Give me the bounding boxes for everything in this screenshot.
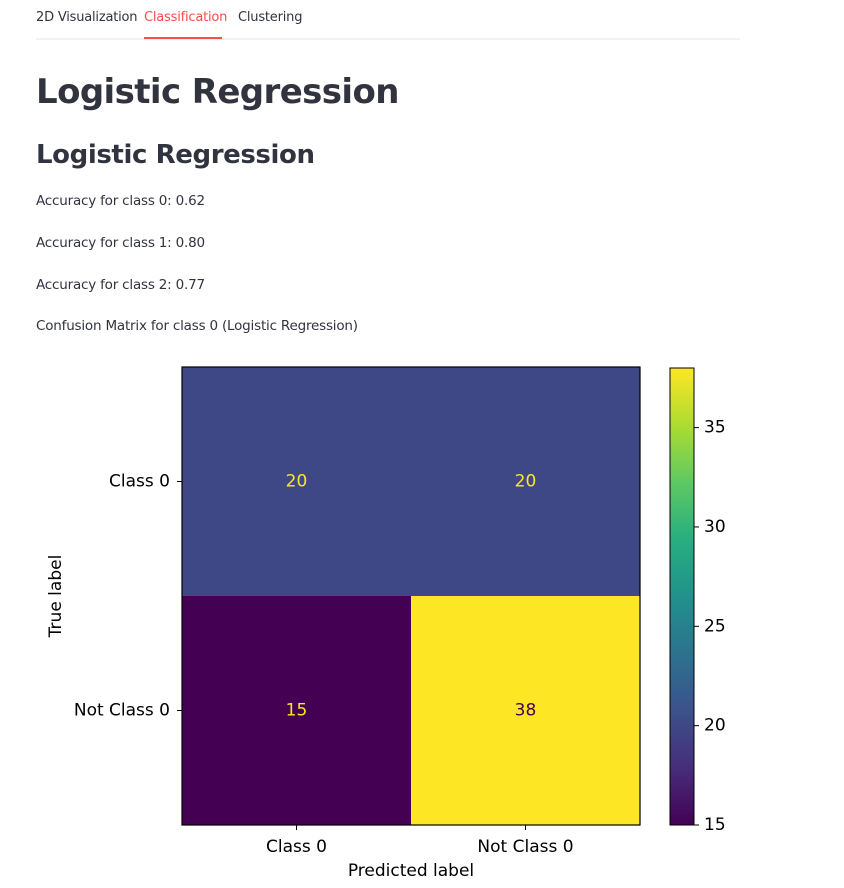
accuracy-class-0: Accuracy for class 0: 0.62 [36, 193, 205, 209]
x-tick-label: Not Class 0 [477, 837, 573, 857]
tab-clustering[interactable]: Clustering [238, 10, 303, 25]
matrix-cell-value-r0-c0: 20 [286, 472, 308, 492]
colorbar [669, 367, 695, 826]
accuracy-class-1: Accuracy for class 1: 0.80 [36, 235, 205, 251]
matrix-cells [182, 367, 640, 825]
y-axis-ticks: Class 0 Not Class 0 [74, 472, 182, 721]
matrix-cell-value-r1-c0: 15 [286, 701, 308, 721]
plot-frame [181, 366, 641, 826]
matrix-cell-r1-c0 [182, 596, 411, 825]
matrix-cell-value-r1-c1: 38 [515, 701, 537, 721]
x-tick-label: Class 0 [266, 837, 327, 857]
section-title: Logistic Regression [36, 140, 315, 170]
y-tick-label: Class 0 [109, 472, 170, 492]
tab-2d-visualization[interactable]: 2D Visualization [36, 10, 138, 25]
colorbar-tick-label: 15 [704, 815, 726, 835]
colorbar-tick-label: 35 [704, 418, 726, 438]
page-title: Logistic Regression [36, 72, 399, 112]
matrix-cell-value-r0-c1: 20 [515, 472, 537, 492]
colorbar-ticks: 15 20 25 30 35 [694, 418, 726, 835]
accuracy-class-2: Accuracy for class 2: 0.77 [36, 277, 205, 293]
matrix-cell-r0-c0 [182, 367, 411, 596]
colorbar-tick-label: 25 [704, 616, 726, 636]
matrix-cell-r0-c1 [411, 367, 640, 596]
y-tick-label: Not Class 0 [74, 701, 170, 721]
active-tab-indicator [144, 37, 222, 39]
tab-bar: 2D Visualization Classification Clusteri… [36, 0, 740, 40]
matrix-cell-labels: 20 20 15 38 [286, 472, 537, 721]
x-axis-label: Predicted label [348, 861, 474, 881]
colorbar-tick-label: 20 [704, 716, 726, 736]
x-axis-ticks: Class 0 Not Class 0 [266, 825, 574, 857]
confusion-matrix-caption: Confusion Matrix for class 0 (Logistic R… [36, 318, 358, 334]
colorbar-tick-label: 30 [704, 517, 726, 537]
tab-classification[interactable]: Classification [144, 10, 228, 25]
matrix-cell-r1-c1 [411, 596, 640, 825]
y-axis-label: True label [46, 555, 66, 639]
